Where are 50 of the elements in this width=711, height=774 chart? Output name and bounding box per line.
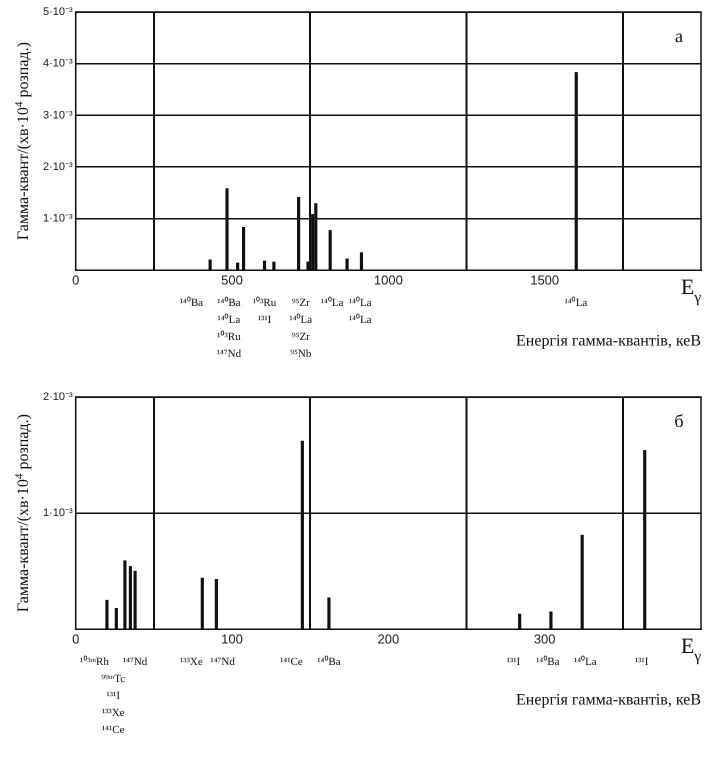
x-tick-label: 300 [534,632,556,647]
x-tick-label: 100 [221,632,243,647]
annotation: а [675,26,684,46]
text: ¹⁴⁰Ba [317,655,341,668]
text: ¹³³Xe [180,656,203,668]
x-axis-title: Енергія гамма-квантів, кеВ [516,692,701,709]
x-tick-label: 500 [221,272,243,288]
y-axis-title: Гамма-квант/(хв·104 розпад.) [13,414,32,612]
text: ¹⁴⁷Nd [210,656,236,668]
text: ¹⁰³Ru [252,296,277,310]
x-axis-title: Енергія гамма-квантів, кеВ [516,332,701,350]
y-tick-label: 5·10⁻³ [42,6,74,18]
text: ¹³¹I [506,656,521,668]
annotation: б [674,411,684,431]
text: ¹⁰³Ru [217,330,242,344]
y-tick-label: 3·10⁻³ [42,109,74,122]
text: ¹⁴⁰Ba [536,655,560,668]
text: ¹⁴⁷Nd [216,348,242,360]
x-tick-label: 200 [377,632,400,647]
y-tick-label: 1·10⁻³ [42,212,74,225]
text: ¹⁴⁰La [564,296,588,310]
x-tick-label: 1500 [530,272,560,288]
text: ¹⁴¹Ce [102,724,125,736]
text: ¹⁴⁰La [320,296,344,310]
text: ¹³³Xe [102,707,125,720]
text: ¹⁴⁰La [348,296,372,310]
text: ¹⁴⁰Ba [217,296,241,310]
x-tick-label: 1000 [374,272,403,288]
text: ¹⁴⁷Nd [122,656,148,668]
text: ⁹⁵Zr [292,297,310,310]
y-tick-label: 1·10⁻³ [42,507,74,520]
text: ⁹⁵Nb [290,348,312,360]
text: ¹⁴¹Ce [280,656,303,668]
y-tick-label: 4·10⁻³ [42,58,74,70]
y-axis-title: Гамма-квант/(хв·104 розпад.) [13,42,32,240]
y-tick-label: 2·10⁻³ [42,160,74,173]
text: ¹⁴⁰La [574,655,597,668]
text: ¹⁴⁰La [289,313,312,326]
text: ¹³¹I [634,656,649,668]
text: ⁹⁹ᵐTc [101,673,126,686]
text: ¹³¹I [106,690,120,702]
text: ¹⁴⁰Ba [180,296,204,310]
x-tick-label: 0 [72,632,80,647]
y-tick-label: 2·10⁻³ [42,391,74,404]
text: ¹⁴⁰La [348,313,372,326]
text: ¹³¹I [258,314,272,326]
text: ⁹⁵Zr [292,331,310,344]
x-tick-label: 0 [72,272,80,288]
text: ¹⁰³ᵐRh [80,655,110,668]
text: ¹⁴⁰La [218,313,240,326]
